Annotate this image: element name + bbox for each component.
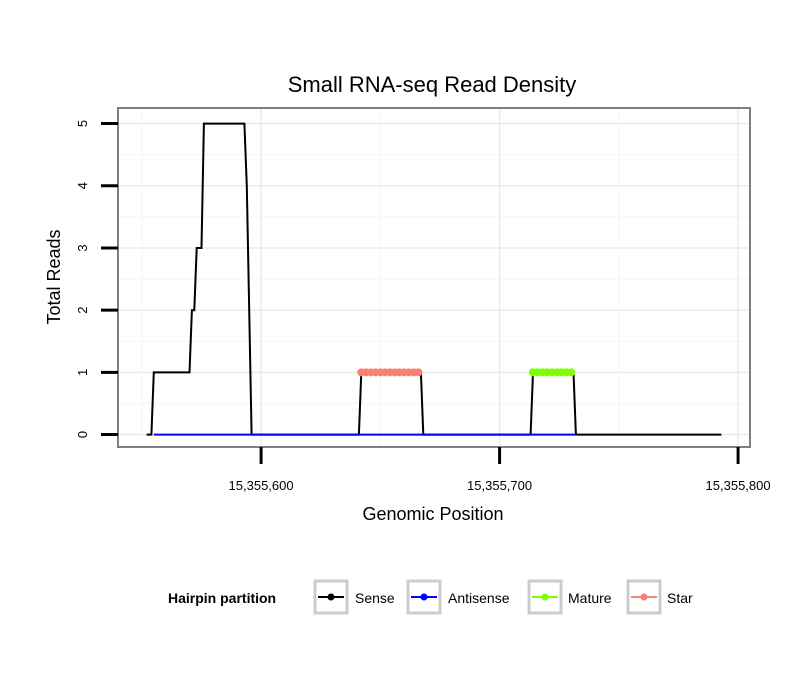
x-tick-label: 15,355,800 bbox=[706, 478, 771, 493]
x-tick-label: 15,355,600 bbox=[229, 478, 294, 493]
y-tick-label: 1 bbox=[75, 369, 90, 376]
legend-point-sense bbox=[327, 593, 335, 601]
x-axis: 15,355,600 15,355,700 15,355,800 bbox=[229, 447, 771, 493]
legend-label-mature: Mature bbox=[568, 590, 612, 606]
y-tick-label: 2 bbox=[75, 307, 90, 314]
legend-label-sense: Sense bbox=[355, 590, 395, 606]
legend-point-antisense bbox=[420, 593, 428, 601]
y-tick-label: 4 bbox=[75, 182, 90, 189]
star-point bbox=[414, 368, 423, 377]
y-tick-label: 3 bbox=[75, 244, 90, 251]
series-layer bbox=[146, 122, 722, 436]
legend-label-star: Star bbox=[667, 590, 693, 606]
y-axis: 0 1 2 3 4 5 bbox=[75, 120, 118, 438]
y-tick-label: 5 bbox=[75, 120, 90, 127]
chart-title: Small RNA-seq Read Density bbox=[288, 72, 577, 97]
mature-point bbox=[567, 368, 576, 377]
legend: Hairpin partition Sense Antisense Mature St… bbox=[168, 579, 693, 615]
legend-title: Hairpin partition bbox=[168, 590, 276, 606]
plot-background bbox=[118, 108, 750, 447]
x-tick-label: 15,355,700 bbox=[467, 478, 532, 493]
y-tick-label: 0 bbox=[75, 431, 90, 438]
legend-point-mature bbox=[541, 593, 549, 601]
plot-border bbox=[117, 107, 751, 448]
y-axis-label: Total Reads bbox=[44, 229, 64, 324]
x-axis-label: Genomic Position bbox=[362, 504, 503, 524]
sense-series-line bbox=[146, 122, 722, 436]
legend-point-star bbox=[640, 593, 648, 601]
legend-label-antisense: Antisense bbox=[448, 590, 510, 606]
